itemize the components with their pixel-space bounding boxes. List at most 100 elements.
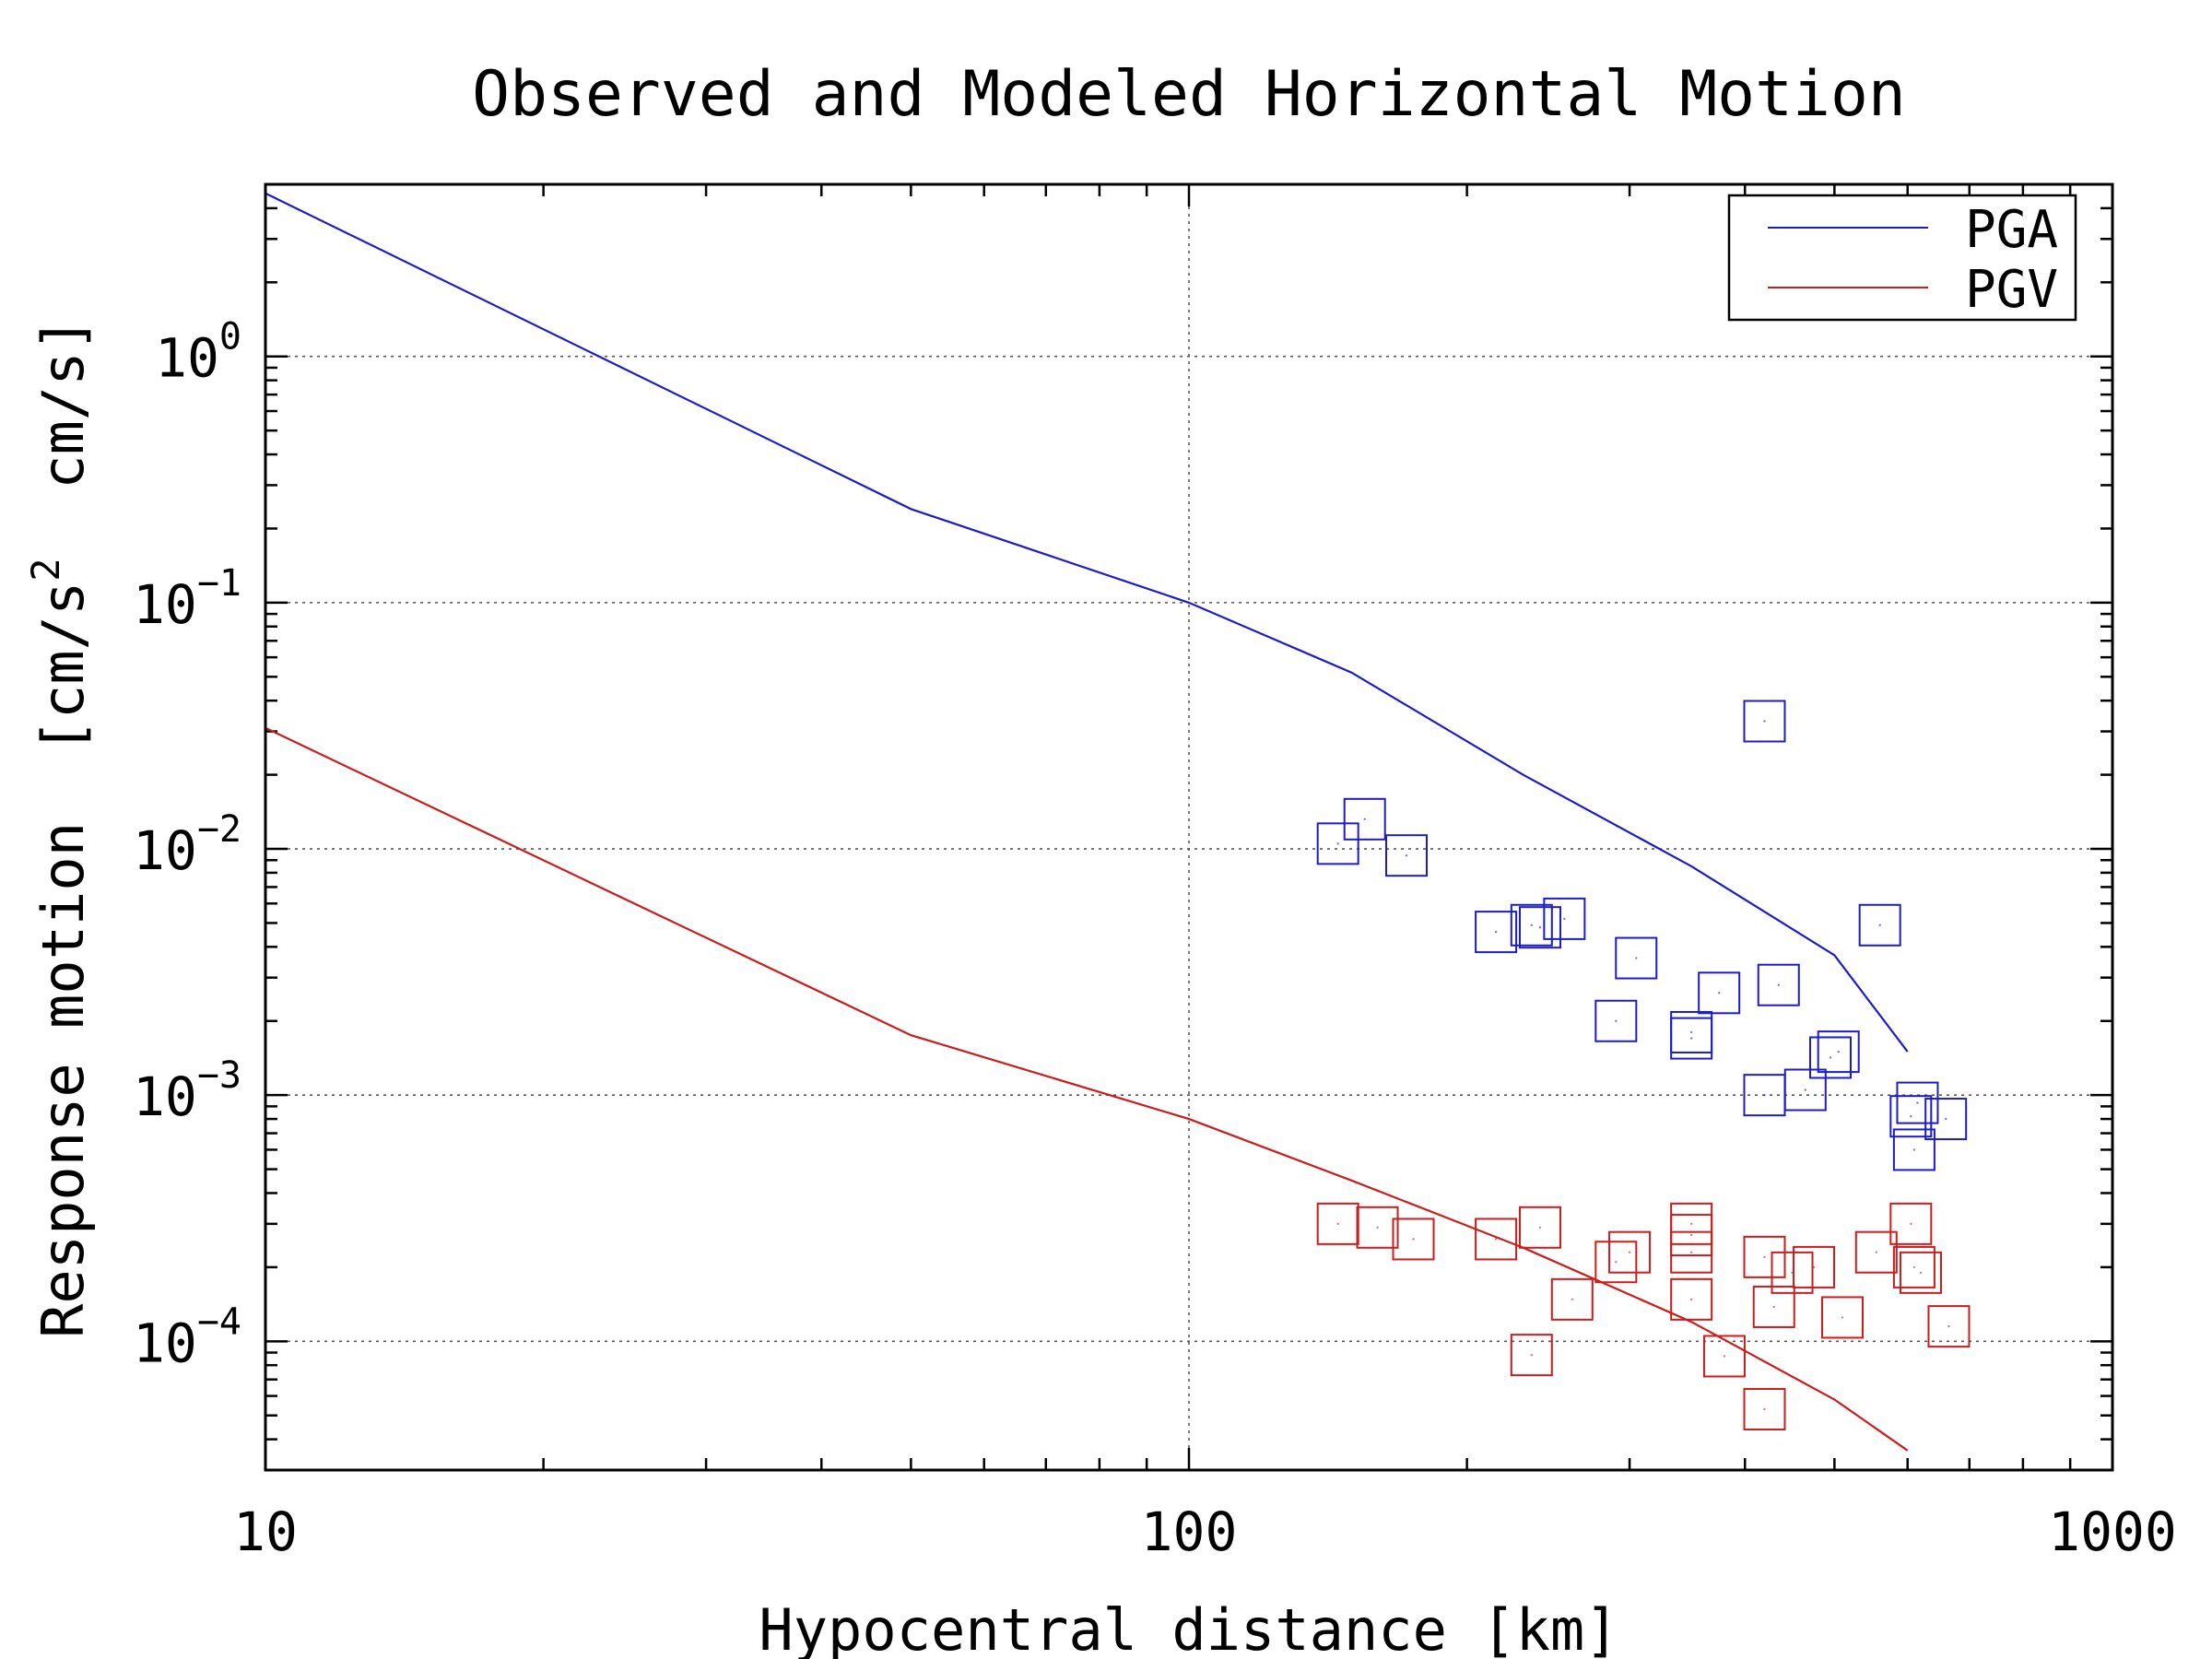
- observed-point-pga: [1475, 911, 1518, 954]
- x-tick-label: 100: [1141, 1500, 1238, 1563]
- model-line-pga: [265, 192, 1909, 1053]
- observed-point-center-pgv: [1530, 1353, 1534, 1357]
- observed-point-pgv: [1594, 1241, 1638, 1284]
- x-tick-label: 10: [233, 1500, 298, 1563]
- y-tick-label-base: 10: [155, 327, 219, 390]
- observed-point-pga: [1510, 903, 1553, 947]
- observed-point-center-pgv: [1336, 1222, 1339, 1226]
- observed-point-center-pgv: [1912, 1265, 1916, 1269]
- observed-point-pgv: [1518, 1206, 1561, 1249]
- observed-point-pga: [1783, 1068, 1827, 1112]
- legend-label-pgv: PGV: [1965, 260, 2058, 320]
- observed-point-pgv: [1743, 1387, 1786, 1430]
- y-tick-label-exponent: 0: [219, 316, 241, 359]
- observed-point-center-pgv: [1628, 1251, 1631, 1253]
- observed-point-center-pgv: [1812, 1265, 1816, 1269]
- legend: PGA PGV: [1727, 194, 2077, 322]
- observed-point-center-pgv: [1571, 1298, 1574, 1301]
- observed-point-center-pgv: [1841, 1316, 1844, 1319]
- chart-title: Observed and Modeled Horizontal Motion: [472, 58, 1906, 131]
- observed-point-pgv: [1392, 1218, 1435, 1261]
- x-tick-label: 1000: [2048, 1500, 2177, 1563]
- observed-point-pgv: [1752, 1285, 1795, 1328]
- observed-point-center-pgv: [1763, 1407, 1766, 1411]
- observed-point-center-pga: [1804, 1088, 1806, 1091]
- observed-point-pga: [1757, 963, 1800, 1006]
- y-axis-label: Response motion [cm/s2 cm/s]: [23, 317, 97, 1338]
- observed-point-pgv: [1892, 1245, 1936, 1288]
- observed-point-center-pga: [1689, 1037, 1693, 1040]
- y-tick-label-exponent: −1: [197, 562, 241, 605]
- observed-point-pga: [1518, 906, 1561, 949]
- legend-label-pga: PGA: [1965, 200, 2058, 260]
- observed-point-center-pgv: [1689, 1298, 1693, 1301]
- observed-point-center-pgv: [1689, 1222, 1693, 1226]
- observed-point-center-pga: [1916, 1101, 1919, 1104]
- observed-point-center-pgv: [1689, 1251, 1693, 1253]
- observed-point-center-pga: [1837, 1050, 1840, 1053]
- observed-point-pga: [1817, 1030, 1860, 1074]
- observed-point-pga: [1924, 1098, 1968, 1141]
- observed-point-pga: [1384, 834, 1428, 877]
- observed-point-center-pga: [1763, 720, 1766, 723]
- observed-point-center-pgv: [1919, 1271, 1923, 1275]
- observed-point-pgv: [1550, 1277, 1594, 1321]
- observed-point-pga: [1743, 700, 1786, 743]
- observed-point-pga: [1543, 897, 1586, 940]
- y-tick-label: 10−2: [133, 808, 241, 882]
- observed-point-pgv: [1356, 1206, 1399, 1249]
- y-tick-label-exponent: −2: [197, 808, 241, 851]
- observed-point-center-pga: [1494, 930, 1498, 934]
- observed-point-center-pga: [1405, 853, 1408, 857]
- observed-point-center-pgv: [1763, 1255, 1766, 1259]
- y-tick-label-base: 10: [133, 1065, 197, 1128]
- legend-box: [1727, 194, 2077, 322]
- y-tick-label: 100: [155, 316, 241, 390]
- observed-point-center-pga: [1910, 1114, 1912, 1118]
- observed-point-pgv: [1889, 1202, 1933, 1245]
- observed-point-pga: [1670, 1017, 1713, 1060]
- observed-point-pga: [1698, 971, 1741, 1015]
- observed-point-pga: [1858, 903, 1901, 947]
- observed-point-center-pgv: [1689, 1233, 1693, 1237]
- observed-point-center-pga: [1878, 924, 1881, 926]
- observed-point-center-pgv: [1723, 1355, 1726, 1358]
- observed-point-pgv: [1670, 1277, 1713, 1321]
- plot-frame: [264, 182, 2114, 1472]
- observed-point-center-pga: [1336, 842, 1339, 845]
- observed-point-pga: [1594, 999, 1638, 1042]
- observed-point-pgv: [1475, 1218, 1518, 1261]
- observed-point-pgv: [1316, 1202, 1359, 1245]
- observed-point-center-pga: [1717, 992, 1721, 994]
- observed-point-center-pga: [1763, 1093, 1766, 1097]
- observed-point-center-pga: [1829, 1056, 1832, 1059]
- y-axis-label-main: Response motion [cm/s: [29, 582, 97, 1338]
- observed-point-center-pga: [1530, 924, 1534, 926]
- y-tick-label: 10−1: [133, 562, 241, 636]
- y-axis-label-sup: 2: [23, 558, 68, 581]
- observed-point-pga: [1892, 1128, 1936, 1171]
- observed-point-pga: [1808, 1036, 1852, 1079]
- observed-point-center-pga: [1635, 957, 1638, 959]
- observed-point-center-pgv: [1538, 1226, 1542, 1229]
- observed-point-pgv: [1899, 1251, 1942, 1294]
- y-tick-label-exponent: −4: [197, 1300, 241, 1343]
- y-tick-label: 10−3: [133, 1054, 241, 1128]
- observed-point-center-pgv: [1494, 1238, 1498, 1241]
- y-tick-label-exponent: −3: [197, 1054, 241, 1097]
- observed-point-pgv: [1854, 1230, 1898, 1274]
- observed-point-center-pga: [1944, 1117, 1947, 1121]
- observed-point-center-pgv: [1376, 1226, 1379, 1229]
- observed-point-pgv: [1743, 1235, 1786, 1278]
- observed-point-pga: [1343, 797, 1386, 841]
- observed-point-pga: [1615, 936, 1658, 980]
- observed-point-center-pga: [1615, 1019, 1618, 1022]
- observed-point-center-pgv: [1875, 1251, 1877, 1253]
- y-tick-label: 10−4: [133, 1300, 241, 1374]
- observed-point-pga: [1316, 822, 1359, 865]
- observed-point-pgv: [1820, 1296, 1864, 1339]
- observed-point-center-pga: [1777, 983, 1780, 986]
- observed-point-pgv: [1702, 1335, 1746, 1378]
